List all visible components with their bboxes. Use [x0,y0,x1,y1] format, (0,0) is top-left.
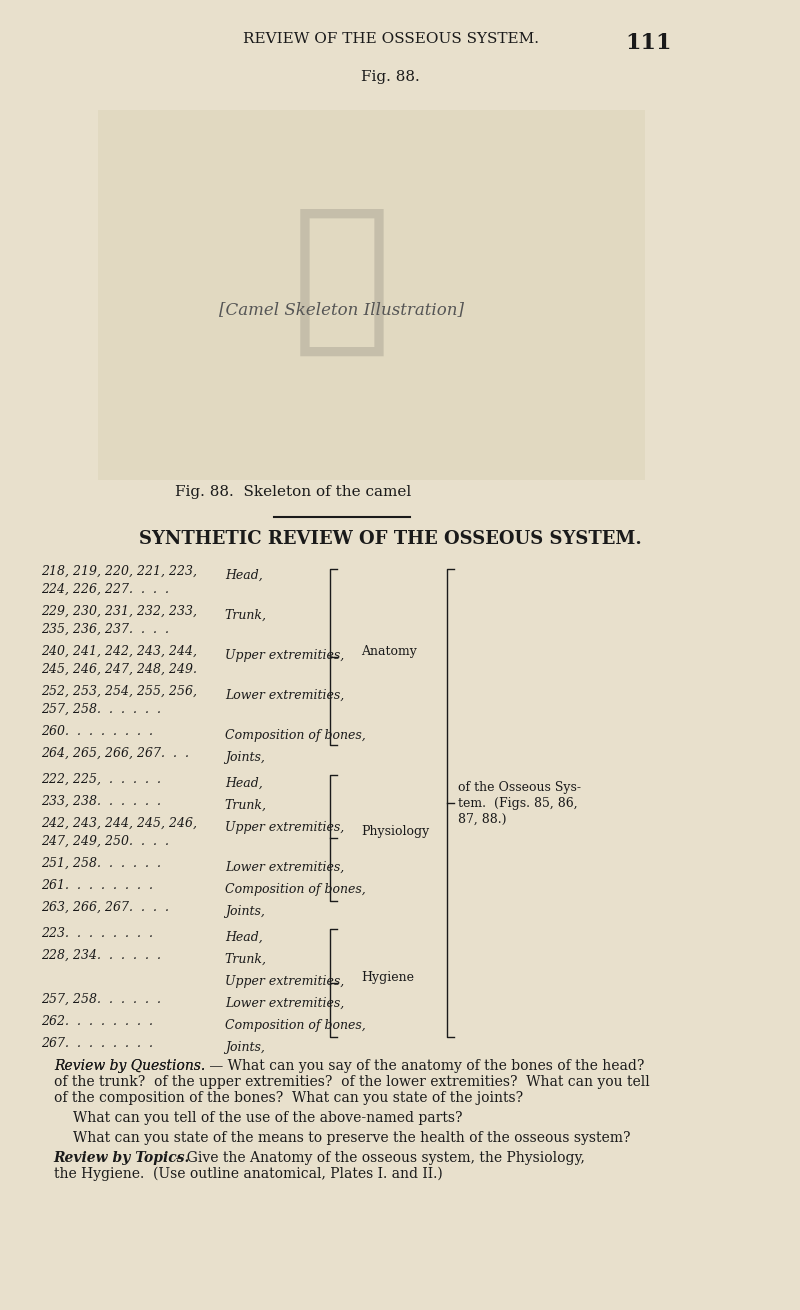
Text: Upper extremities,: Upper extremities, [225,821,344,834]
Text: 111: 111 [626,31,672,54]
Text: Composition of bones,: Composition of bones, [225,728,366,741]
Text: of the trunk?  of the upper extremities?  of the lower extremities?  What can yo: of the trunk? of the upper extremities? … [54,1076,650,1089]
Text: 242, 243, 244, 245, 246,: 242, 243, 244, 245, 246, [41,817,197,831]
Text: 223.  .  .  .  .  .  .  .: 223. . . . . . . . [41,927,153,941]
Text: Review by Topics.: Review by Topics. [54,1151,190,1165]
Text: 262.  .  .  .  .  .  .  .: 262. . . . . . . . [41,1015,153,1028]
Text: Fig. 88.: Fig. 88. [362,69,420,84]
Text: Composition of bones,: Composition of bones, [225,883,366,896]
Text: Hygiene: Hygiene [362,971,414,984]
Bar [98,110,645,479]
Text: 🐪: 🐪 [292,199,392,362]
Text: What can you state of the means to preserve the health of the osseous system?: What can you state of the means to prese… [74,1131,630,1145]
Text: of the Osseous Sys-: of the Osseous Sys- [458,781,582,794]
Text: Upper extremities,: Upper extremities, [225,648,344,662]
Text: 261.  .  .  .  .  .  .  .: 261. . . . . . . . [41,879,153,892]
Text: 260.  .  .  .  .  .  .  .: 260. . . . . . . . [41,724,153,738]
Text: 222, 225,  .  .  .  .  .: 222, 225, . . . . . [41,773,161,786]
Text: 228, 234.  .  .  .  .  .: 228, 234. . . . . . [41,948,161,962]
Text: Review by Questions.: Review by Questions. [54,1058,205,1073]
Text: Composition of bones,: Composition of bones, [225,1019,366,1032]
Text: Lower extremities,: Lower extremities, [225,997,344,1010]
Text: Anatomy: Anatomy [362,645,418,658]
Text: tem.  (Figs. 85, 86,: tem. (Figs. 85, 86, [458,796,578,810]
Text: Lower extremities,: Lower extremities, [225,689,344,702]
Text: Head,: Head, [225,777,262,790]
Text: Lower extremities,: Lower extremities, [225,861,344,874]
Text: the Hygiene.  (Use outline anatomical, Plates I. and II.): the Hygiene. (Use outline anatomical, Pl… [54,1167,442,1182]
Text: 218, 219, 220, 221, 223,: 218, 219, 220, 221, 223, [41,565,197,578]
Text: — What can you say of the anatomy of the bones of the head?: — What can you say of the anatomy of the… [205,1058,645,1073]
Text: Joints,: Joints, [225,751,265,764]
Text: Fig. 88.  Skeleton of the camel: Fig. 88. Skeleton of the camel [175,485,411,499]
Text: 252, 253, 254, 255, 256,: 252, 253, 254, 255, 256, [41,685,197,698]
Text: Joints,: Joints, [225,1041,265,1055]
Text: Head,: Head, [225,569,262,582]
Text: Trunk,: Trunk, [225,609,266,622]
Text: 87, 88.): 87, 88.) [458,812,506,825]
Text: 247, 249, 250.  .  .  .: 247, 249, 250. . . . [41,834,169,848]
Text: Joints,: Joints, [225,905,265,918]
Text: – Give the Anatomy of the osseous system, the Physiology,: – Give the Anatomy of the osseous system… [171,1151,585,1165]
Text: 245, 246, 247, 248, 249.: 245, 246, 247, 248, 249. [41,663,197,676]
Text: Trunk,: Trunk, [225,952,266,965]
Text: Head,: Head, [225,931,262,945]
Text: 257, 258.  .  .  .  .  .: 257, 258. . . . . . [41,993,161,1006]
Text: 229, 230, 231, 232, 233,: 229, 230, 231, 232, 233, [41,605,197,618]
Text: 224, 226, 227.  .  .  .: 224, 226, 227. . . . [41,583,169,596]
Text: SYNTHETIC REVIEW OF THE OSSEOUS SYSTEM.: SYNTHETIC REVIEW OF THE OSSEOUS SYSTEM. [139,531,642,548]
Text: [Camel Skeleton Illustration]: [Camel Skeleton Illustration] [219,301,465,318]
Text: Review by Questions.: Review by Questions. [54,1058,205,1073]
Text: 264, 265, 266, 267.  .  .: 264, 265, 266, 267. . . [41,747,189,760]
Text: Physiology: Physiology [362,825,430,838]
Text: of the composition of the bones?  What can you state of the joints?: of the composition of the bones? What ca… [54,1091,523,1106]
Text: What can you tell of the use of the above-named parts?: What can you tell of the use of the abov… [74,1111,462,1125]
Text: Upper extremities,: Upper extremities, [225,975,344,988]
Text: 257, 258.  .  .  .  .  .: 257, 258. . . . . . [41,703,161,717]
Text: REVIEW OF THE OSSEOUS SYSTEM.: REVIEW OF THE OSSEOUS SYSTEM. [243,31,539,46]
Text: 233, 238.  .  .  .  .  .: 233, 238. . . . . . [41,795,161,808]
Text: 240, 241, 242, 243, 244,: 240, 241, 242, 243, 244, [41,645,197,658]
Text: 235, 236, 237.  .  .  .: 235, 236, 237. . . . [41,624,169,635]
Text: Trunk,: Trunk, [225,799,266,812]
Text: 267.  .  .  .  .  .  .  .: 267. . . . . . . . [41,1038,153,1051]
Text: 251, 258.  .  .  .  .  .: 251, 258. . . . . . [41,857,161,870]
Text: 263, 266, 267.  .  .  .: 263, 266, 267. . . . [41,901,169,914]
